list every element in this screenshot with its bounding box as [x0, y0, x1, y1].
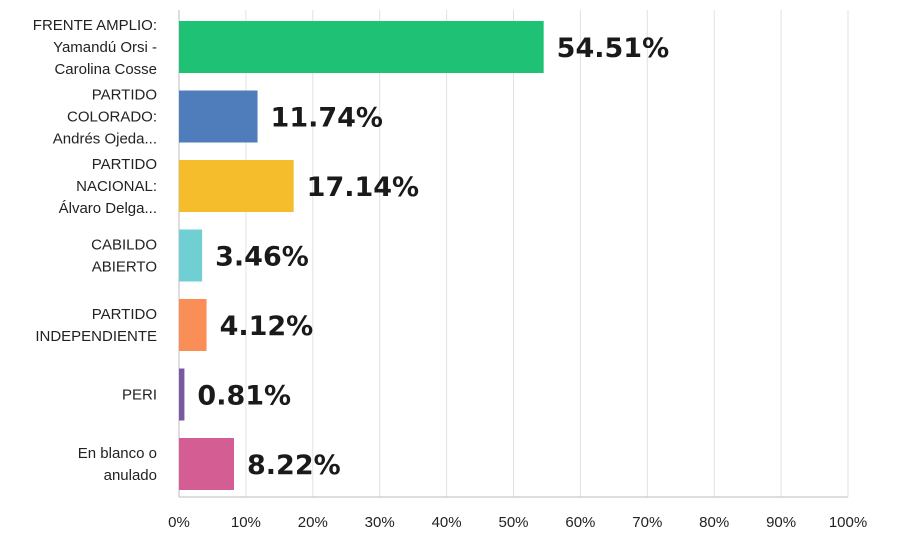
data-label: 4.12% — [220, 311, 314, 342]
x-tick-label: 70% — [632, 514, 662, 531]
x-tick-label: 20% — [298, 514, 328, 531]
x-tick-label: 40% — [432, 514, 462, 531]
bar — [179, 438, 234, 490]
bar — [179, 90, 258, 143]
data-label: 17.14% — [307, 172, 419, 203]
data-label: 54.51% — [557, 33, 669, 64]
x-tick-label: 100% — [829, 514, 867, 531]
x-tick-label: 10% — [231, 514, 261, 531]
data-label: 8.22% — [247, 450, 341, 481]
bar — [179, 160, 294, 212]
data-label: 11.74% — [271, 103, 383, 134]
value-labels: 54.51% 11.74% 17.14% 3.46% 4.12% 0.81% 8.22% — [197, 33, 669, 481]
category-labels: FRENTE AMPLIO: Yamandú Orsi -Carolina Cos… — [33, 17, 157, 484]
data-label: 3.46% — [215, 242, 309, 273]
x-axis-ticks: 0% 10% 20% 30% 40% 50% 60% 70% 80% 90% 100% — [168, 514, 867, 531]
category-label: PERI — [122, 387, 157, 404]
category-label: PARTIDO INDEPENDIENTE — [35, 306, 157, 345]
bars — [179, 21, 544, 490]
bar — [179, 229, 203, 282]
category-label: PARTIDO NACIONAL: Álvaro Delga... — [59, 156, 157, 217]
x-tick-label: 30% — [365, 514, 395, 531]
x-tick-label: 80% — [699, 514, 729, 531]
bar — [179, 368, 185, 421]
category-label: FRENTE AMPLIO: Yamandú Orsi -Carolina Cos… — [33, 17, 157, 78]
bar — [179, 21, 544, 73]
bar — [179, 299, 207, 351]
data-label: 0.81% — [197, 381, 291, 412]
x-tick-label: 0% — [168, 514, 190, 531]
x-tick-label: 50% — [498, 514, 528, 531]
category-label: PARTIDO COLORADO: Andrés Ojeda... — [53, 87, 157, 148]
x-tick-label: 90% — [766, 514, 796, 531]
category-label: CABILDO ABIERTO — [91, 237, 157, 276]
x-tick-label: 60% — [565, 514, 595, 531]
category-label: En blanco o anulado — [78, 445, 157, 484]
